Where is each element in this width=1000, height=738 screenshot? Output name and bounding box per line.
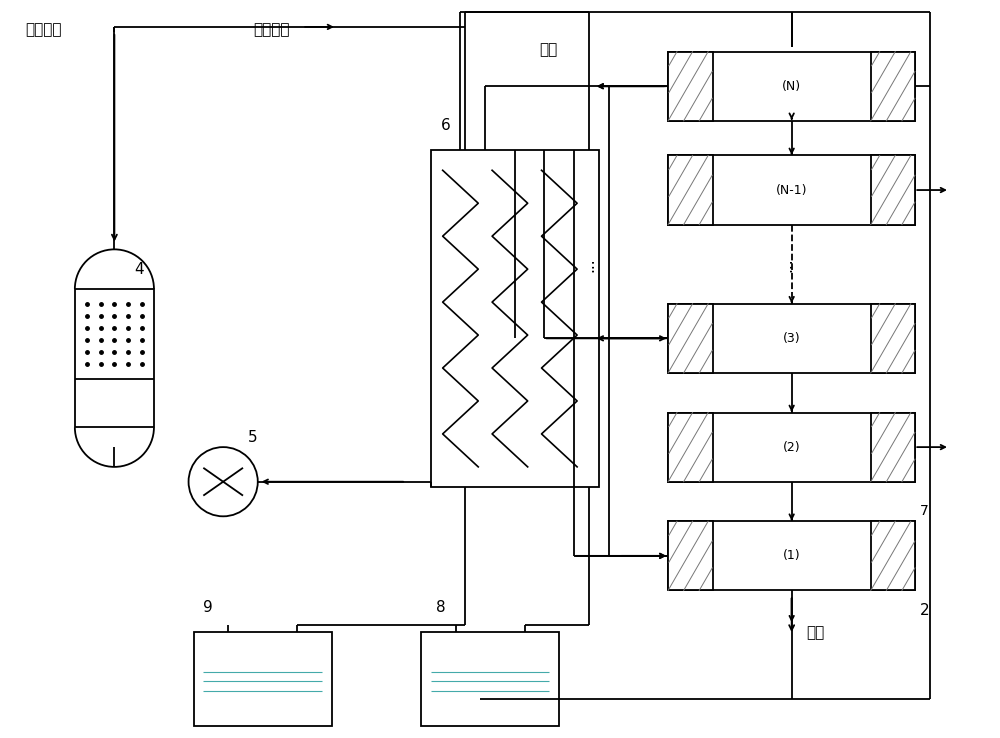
Text: (2): (2) (783, 441, 800, 454)
Bar (668, 156, 713, 224)
Bar (431, 151, 599, 486)
Text: 氮气: 氮气 (540, 42, 558, 57)
Bar (668, 521, 915, 590)
Text: (3): (3) (783, 332, 800, 345)
Bar (194, 632, 332, 726)
Text: 制冷工质: 制冷工质 (253, 22, 289, 37)
Text: 7: 7 (920, 504, 929, 518)
Bar (871, 156, 915, 224)
Text: ···: ··· (586, 257, 601, 272)
Bar (668, 413, 713, 482)
Text: 6: 6 (441, 118, 450, 134)
Bar (668, 52, 713, 121)
Bar (668, 156, 915, 224)
Text: (N-1): (N-1) (776, 184, 807, 196)
Bar (871, 304, 915, 373)
Bar (871, 521, 915, 590)
Bar (871, 52, 915, 121)
Text: ···: ··· (784, 257, 799, 272)
Text: 原料空气: 原料空气 (25, 22, 62, 37)
Text: 4: 4 (134, 262, 144, 277)
Bar (668, 304, 713, 373)
Bar (668, 52, 915, 121)
Text: (1): (1) (783, 549, 800, 562)
Text: 2: 2 (920, 603, 930, 618)
Bar (871, 413, 915, 482)
Text: 9: 9 (203, 600, 213, 615)
Bar (668, 521, 713, 590)
Bar (75, 289, 154, 427)
Text: (N): (N) (782, 80, 801, 93)
Bar (668, 304, 915, 373)
Bar (668, 413, 915, 482)
Bar (421, 632, 559, 726)
Text: 5: 5 (248, 430, 258, 445)
Text: 8: 8 (436, 600, 445, 615)
Text: 氧气: 氧气 (806, 625, 825, 640)
